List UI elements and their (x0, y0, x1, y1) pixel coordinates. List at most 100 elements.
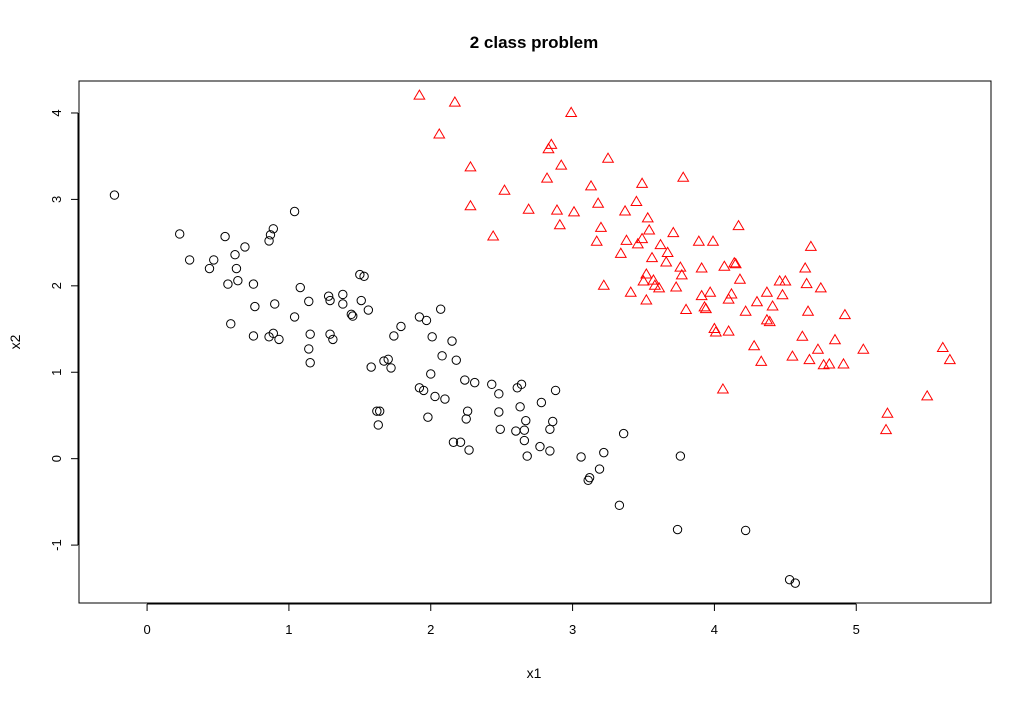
triangle-point (584, 179, 598, 191)
x-tick-label: 0 (143, 622, 150, 637)
triangle-point (800, 277, 813, 289)
triangle-point (708, 322, 721, 334)
circle-point (521, 415, 531, 426)
circle-point (618, 428, 629, 439)
triangle-point (733, 273, 747, 284)
triangle-point (796, 330, 809, 341)
triangle-point (645, 251, 659, 263)
triangle-point (661, 246, 674, 257)
circle-point (396, 321, 406, 332)
triangle-point (750, 295, 764, 307)
circle-point (295, 282, 305, 293)
triangle-point (555, 159, 568, 170)
circle-point (437, 351, 447, 361)
circle-point (451, 355, 461, 365)
triangle-point (433, 127, 446, 139)
y-axis-label: x2 (7, 334, 23, 349)
triangle-point (729, 257, 742, 269)
circle-point (289, 312, 300, 322)
triangle-point (857, 343, 870, 354)
circle-point (522, 451, 532, 461)
circle-point (470, 377, 480, 388)
triangle-point (786, 350, 799, 361)
triangle-point (828, 333, 842, 345)
circle-point (175, 229, 185, 239)
circle-point (355, 269, 365, 280)
circle-point (366, 362, 376, 372)
triangle-point (674, 261, 687, 272)
triangle-point (803, 353, 816, 365)
triangle-point (766, 299, 779, 311)
x-tick-label: 1 (285, 622, 292, 637)
triangle-point (597, 279, 610, 290)
circle-point (495, 424, 505, 434)
chart-title: 2 class problem (470, 33, 599, 52)
circle-point (305, 358, 315, 368)
circle-point (268, 224, 279, 234)
triangle-point (881, 407, 894, 418)
circle-point (379, 356, 389, 366)
circle-point (323, 291, 334, 301)
circle-point (248, 331, 259, 341)
triangle-point (640, 268, 653, 279)
triangle-point (635, 232, 649, 244)
circle-point (209, 255, 219, 265)
circle-point (223, 279, 233, 289)
circle-point (304, 344, 314, 354)
circle-point (740, 525, 751, 536)
triangle-point (637, 274, 650, 286)
triangle-point (640, 293, 653, 305)
triangle-point (669, 280, 683, 292)
y-axis: -1 0 1 2 3 4 (49, 109, 79, 551)
triangle-point (631, 237, 645, 249)
triangle-point (614, 247, 628, 258)
circle-point (383, 354, 393, 364)
triangle-point (630, 195, 643, 206)
x-axis: 0 1 2 3 4 5 (143, 603, 860, 637)
triangle-point (464, 160, 477, 172)
circle-point (184, 255, 195, 265)
x-tick-label: 2 (427, 622, 434, 637)
circle-point (423, 412, 433, 422)
triangle-point (679, 303, 693, 314)
circle-point (325, 329, 335, 339)
triangle-point (540, 172, 554, 183)
triangle-point (618, 204, 632, 216)
triangle-point (652, 281, 666, 293)
triangle-point (448, 96, 462, 107)
circle-point (363, 305, 374, 315)
circle-point (389, 331, 399, 341)
triangle-point (722, 293, 735, 304)
circle-point (274, 334, 284, 345)
circle-point (515, 402, 525, 412)
circle-point (305, 329, 315, 339)
circle-point (304, 296, 314, 307)
triangle-point (799, 261, 812, 273)
circle-point (373, 420, 383, 430)
circle-point (535, 441, 545, 452)
triangle-point (755, 355, 768, 366)
triangle-point (695, 289, 708, 301)
circle-point (220, 231, 230, 242)
triangle-point (699, 302, 713, 314)
triangle-point (879, 423, 893, 435)
circle-point (790, 578, 800, 588)
triangle-point (648, 279, 662, 290)
circle-point (599, 447, 609, 458)
triangle-point (553, 218, 567, 230)
circle-point (516, 379, 527, 390)
circle-point (487, 379, 497, 390)
triangle-point (413, 89, 426, 100)
circle-point (435, 304, 446, 314)
circle-point (430, 391, 440, 402)
x-tick-label: 3 (569, 622, 576, 637)
circle-point (264, 236, 274, 246)
circle-point (583, 475, 593, 485)
circle-point (109, 190, 120, 200)
triangle-point (550, 204, 564, 215)
circle-point (455, 437, 466, 447)
circle-point (265, 230, 276, 240)
circle-point (348, 311, 358, 321)
circle-point (338, 289, 348, 300)
triangle-point (739, 305, 752, 316)
